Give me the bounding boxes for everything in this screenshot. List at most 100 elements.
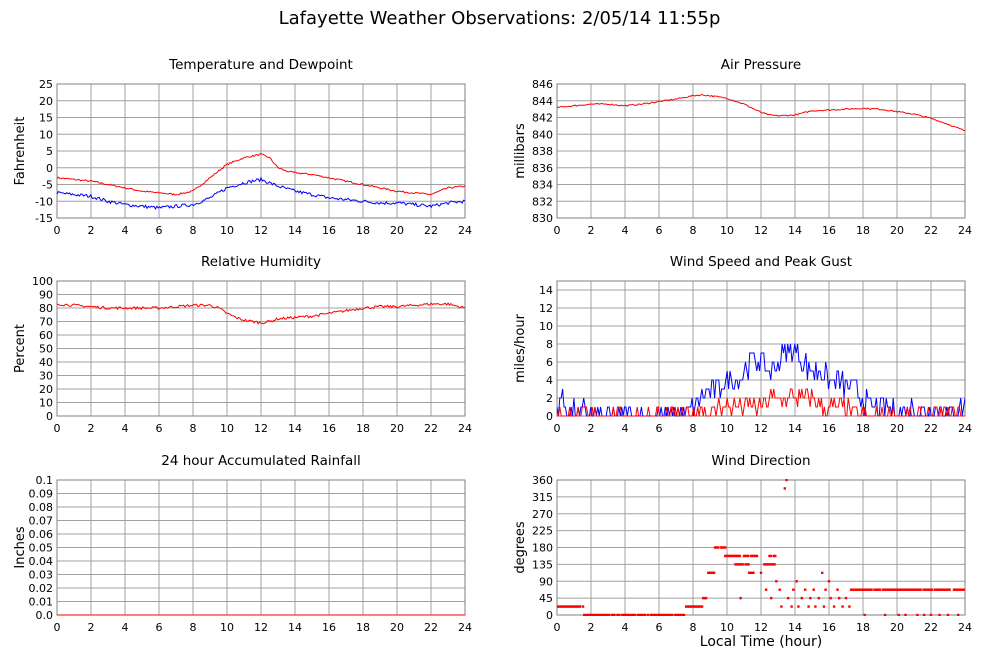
direction-point (722, 546, 725, 549)
direction-point (829, 596, 832, 600)
y-tick-label: 8 (546, 338, 553, 351)
direction-point (731, 554, 734, 558)
temp-y-axis-label: Fahrenheit (13, 117, 28, 186)
direction-y-axis-label: degrees (513, 521, 528, 574)
y-tick-label: 40 (39, 356, 53, 369)
direction-point (739, 596, 742, 600)
direction-point (590, 613, 593, 616)
direction-point (734, 554, 737, 558)
direction-point (851, 588, 854, 591)
direction-point (686, 605, 689, 608)
direction-point (773, 563, 776, 566)
direction-point (768, 554, 771, 558)
x-tick-label: 16 (322, 422, 336, 435)
direction-point (729, 554, 733, 558)
direction-point (689, 605, 692, 608)
direction-point (704, 596, 708, 600)
direction-point (622, 613, 625, 616)
direction-point (863, 613, 866, 616)
wind-series-1-line (557, 388, 965, 417)
direction-point (646, 613, 649, 616)
direction-point (764, 588, 768, 591)
direction-point (734, 563, 737, 566)
direction-point (841, 605, 844, 608)
direction-point (938, 613, 941, 616)
x-tick-label: 0 (554, 422, 561, 435)
direction-point (642, 613, 645, 616)
x-tick-label: 14 (288, 621, 302, 634)
direction-point (715, 546, 718, 549)
x-tick-label: 14 (788, 422, 802, 435)
y-tick-label: 10 (39, 128, 53, 141)
direction-point (892, 588, 895, 591)
direction-point (587, 613, 590, 616)
direction-point (907, 588, 911, 591)
direction-point (875, 588, 878, 591)
x-tick-label: 20 (390, 422, 404, 435)
direction-point (877, 588, 881, 591)
x-tick-label: 20 (390, 224, 404, 237)
direction-point (912, 588, 916, 591)
direction-point (770, 563, 773, 566)
direction-point (903, 588, 907, 591)
wind-plot-frame (556, 280, 966, 417)
direction-point (890, 588, 894, 591)
direction-point (783, 487, 786, 490)
direction-point (800, 596, 803, 600)
direction-point (909, 588, 912, 591)
y-tick-label: 25 (39, 78, 53, 91)
direction-point (665, 613, 668, 616)
direction-point (750, 571, 754, 575)
direction-point (792, 588, 795, 591)
direction-point (639, 613, 642, 616)
direction-point (771, 563, 775, 566)
direction-point (738, 563, 742, 566)
x-tick-label: 8 (690, 422, 697, 435)
x-tick-label: 8 (190, 621, 197, 634)
direction-point (747, 554, 750, 558)
x-tick-label: 10 (720, 224, 734, 237)
x-tick-label: 2 (588, 621, 595, 634)
y-tick-label: 846 (532, 78, 553, 91)
direction-point (584, 613, 587, 616)
direction-point (929, 613, 933, 616)
direction-point (780, 605, 783, 608)
direction-point (893, 588, 896, 591)
wind-y-axis-label: miles/hour (513, 313, 528, 382)
direction-point (581, 605, 585, 608)
direction-point (767, 563, 770, 566)
direction-point (632, 613, 635, 616)
direction-point (716, 546, 720, 549)
x-tick-label: 18 (856, 224, 870, 237)
y-tick-label: 90 (39, 289, 53, 302)
x-tick-label: 0 (54, 422, 61, 435)
direction-point (693, 605, 697, 608)
direction-point (763, 563, 766, 566)
direction-point (738, 554, 741, 558)
y-tick-label: 315 (532, 491, 553, 504)
y-tick-label: 0.08 (29, 501, 54, 514)
direction-point (857, 588, 860, 591)
direction-point (785, 479, 788, 482)
direction-point (666, 613, 670, 616)
y-tick-label: 844 (532, 95, 553, 108)
direction-point (588, 613, 592, 616)
y-tick-label: 0.02 (29, 582, 54, 595)
direction-point (596, 613, 599, 616)
direction-point (603, 613, 606, 616)
rain-title: 24 hour Accumulated Rainfall (161, 453, 360, 469)
direction-point (795, 580, 798, 583)
direction-point (578, 605, 582, 608)
y-tick-label: 225 (532, 525, 553, 538)
temp-plot-frame (56, 83, 466, 219)
direction-point (576, 605, 579, 608)
direction-point (695, 605, 698, 608)
direction-point (570, 605, 573, 608)
y-tick-label: 0 (546, 609, 553, 622)
x-tick-label: 24 (458, 422, 472, 435)
direction-point (750, 554, 753, 558)
direction-point (653, 613, 657, 616)
y-tick-label: -10 (35, 195, 53, 208)
direction-point (886, 588, 889, 591)
